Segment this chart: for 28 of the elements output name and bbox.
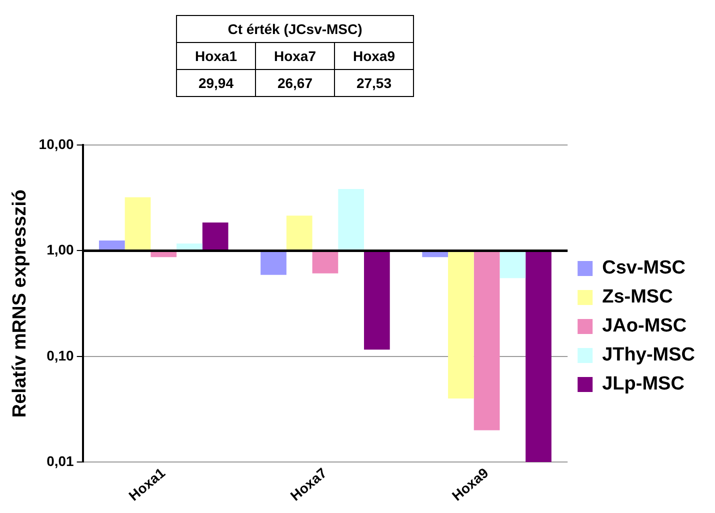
legend-label: JThy-MSC [602,344,696,366]
y-tick-label: 0,01 [46,452,74,469]
bar [286,216,312,251]
y-tick-label: 0,10 [46,347,74,364]
bar [124,197,151,251]
text: Hoxa9 [334,42,414,70]
bar [448,250,474,398]
bar [526,250,552,462]
legend-label: Csv-MSC [602,258,686,279]
text: 27,53 [334,70,414,96]
bar [474,250,500,430]
text: Hoxa7 [256,42,334,70]
y-tick-label: 1,00 [46,242,74,258]
y-axis-title: Relatív mRNS expresszió [10,190,31,418]
legend-label: JAo-MSC [602,316,687,337]
text: 26,67 [256,70,334,96]
text: 29,94 [176,70,256,96]
bar [260,250,286,275]
legend-label: JLp-MSC [602,374,685,395]
bar [202,222,228,251]
bar [500,250,526,278]
bar [364,250,390,350]
bar [312,250,338,274]
bar [338,189,364,251]
text: Ct érték (JCsv-MSC) [176,16,414,42]
y-tick-label: 10,00 [38,136,74,152]
text: Hoxa1 [176,42,256,70]
legend-label: Zs-MSC [602,286,674,308]
